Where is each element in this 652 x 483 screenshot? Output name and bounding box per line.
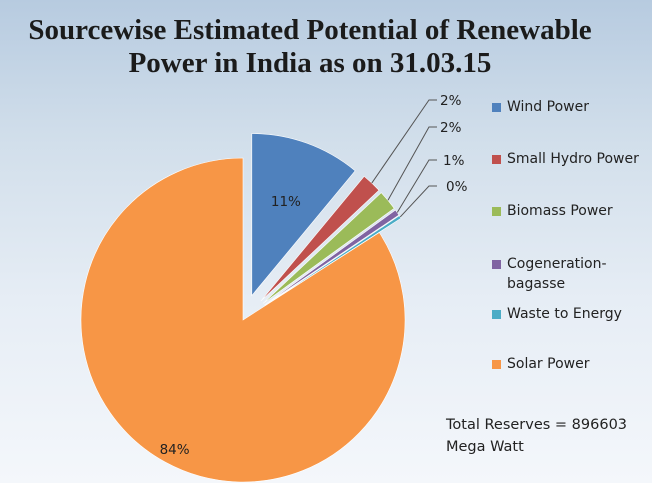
legend-label-line: Biomass Power bbox=[507, 203, 613, 219]
data-label-wind-power: 11% bbox=[271, 194, 301, 210]
legend-swatch bbox=[492, 260, 501, 269]
chart-title-line-1: Sourcewise Estimated Potential of Renewa… bbox=[28, 14, 592, 46]
legend-swatch bbox=[492, 310, 501, 319]
chart-legend: Wind Power Small Hydro Power Biomass Power… bbox=[485, 0, 652, 400]
legend-swatch bbox=[492, 360, 501, 369]
chart-title-line-2: Power in India as on 31.03.15 bbox=[128, 47, 492, 79]
total-reserves-note: Total Reserves = 896603 Mega Watt bbox=[446, 414, 652, 458]
data-label-small-hydro-power: 2% bbox=[440, 93, 462, 109]
leader-line-cogeneration-bagasse bbox=[396, 159, 437, 213]
total-reserves-line-2: Mega Watt bbox=[446, 439, 524, 455]
data-label-cogeneration-bagasse: 1% bbox=[443, 153, 465, 169]
leader-line-waste-to-energy bbox=[399, 185, 437, 218]
total-reserves-line-1: Total Reserves = 896603 bbox=[446, 417, 628, 433]
legend-label-line: Cogeneration- bbox=[507, 256, 607, 272]
pie-slice-waste-to-energy bbox=[264, 215, 402, 306]
data-label-waste-to-energy: 0% bbox=[446, 179, 468, 195]
legend-label: Wind Power bbox=[507, 97, 652, 117]
data-label-solar-power: 84% bbox=[160, 442, 190, 458]
legend-label: Small Hydro Power bbox=[507, 149, 652, 169]
legend-label-line: Solar Power bbox=[507, 356, 590, 372]
legend-swatch bbox=[492, 207, 501, 216]
legend-label: Biomass Power bbox=[507, 201, 652, 221]
chart-title: Sourcewise Estimated Potential of Renewa… bbox=[0, 14, 620, 80]
pie-slice-biomass-power bbox=[262, 192, 395, 304]
legend-swatch bbox=[492, 155, 501, 164]
legend-swatch bbox=[492, 103, 501, 112]
data-label-biomass-power: 2% bbox=[440, 120, 462, 136]
legend-label: Cogeneration-bagasse bbox=[507, 254, 652, 294]
pie-slice-wind-power bbox=[251, 133, 356, 297]
pie-slice-solar-power bbox=[80, 157, 406, 483]
legend-label: Solar Power bbox=[507, 354, 652, 374]
legend-label: Waste to Energy bbox=[507, 304, 652, 324]
leader-line-small-hydro-power bbox=[371, 99, 437, 184]
legend-label-line: bagasse bbox=[507, 276, 566, 292]
legend-label-line: Wind Power bbox=[507, 99, 589, 115]
leader-line-biomass-power bbox=[387, 126, 437, 201]
legend-label-line: Waste to Energy bbox=[507, 306, 622, 322]
legend-label-line: Small Hydro Power bbox=[507, 151, 639, 167]
